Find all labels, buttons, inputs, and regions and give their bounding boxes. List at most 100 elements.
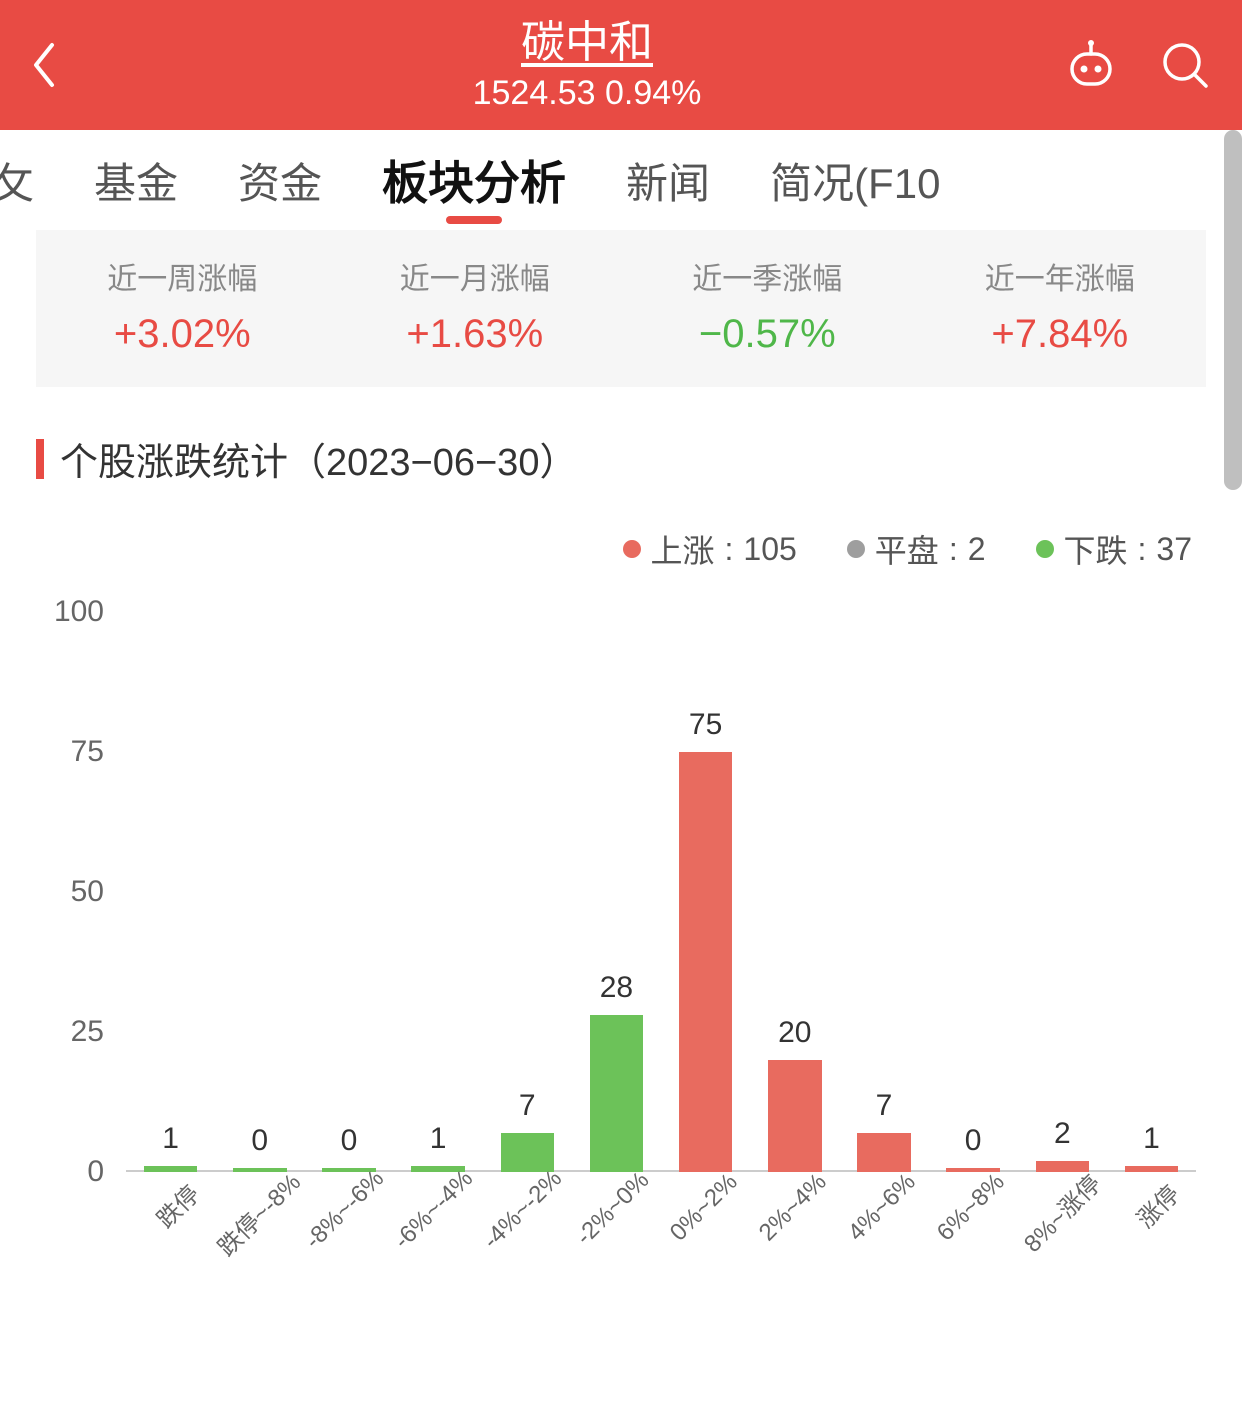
bar-value-label: 0 (251, 1124, 268, 1158)
stock-change: 0.94% (605, 74, 701, 112)
chart-y-axis: 0255075100 (36, 612, 116, 1172)
stat-year: 近一年涨幅 +7.84% (914, 254, 1207, 357)
x-tick-label: 涨停 (1128, 1176, 1187, 1235)
distribution-chart: 0 25 50 75 1 0 0 1 0 0 1 7 28 75 20 7 0 2 1 跌停跌停~-8%-8%~-… (36, 602, 1206, 1302)
x-tick-label: 4%~6% (843, 1168, 922, 1247)
bar-value-label: 1 (1143, 1122, 1160, 1156)
x-tick: 跌停~-8% (215, 1172, 304, 1302)
x-tick-label: -6%~-4% (389, 1165, 479, 1255)
stock-title: 碳中和 (521, 17, 653, 70)
legend-dot-up-icon (623, 540, 641, 558)
stock-subline: 1524.53 0.94% (473, 74, 702, 113)
bar-value-label: 0 (965, 1124, 982, 1158)
back-button[interactable] (30, 41, 110, 89)
x-tick: 8%~涨停 (1018, 1172, 1107, 1302)
bar-value-label: 7 (876, 1089, 893, 1123)
robot-icon[interactable] (1064, 38, 1118, 92)
x-tick: 6%~8% (929, 1172, 1018, 1302)
stat-label: 近一年涨幅 (914, 254, 1207, 298)
stat-week: 近一周涨幅 +3.02% (36, 254, 329, 357)
bar-value-label: 7 (519, 1089, 536, 1123)
bar-slot: 1 (394, 612, 483, 1172)
header-title-block[interactable]: 碳中和 1524.53 0.94% (110, 17, 1064, 113)
chart-plot-area: 1 0 0 1 7 28 75 20 7 0 2 1 (126, 612, 1196, 1172)
legend-dot-down-icon (1036, 540, 1054, 558)
x-tick-label: 2%~4% (754, 1168, 833, 1247)
bar-slot: 0 (215, 612, 304, 1172)
section-title-text: 个股涨跌统计（2023−06−30） (60, 431, 577, 486)
x-tick-label: 跌停 (147, 1176, 206, 1235)
tab-bar: 攵 基金 资金 板块分析 新闻 简况(F10 (0, 130, 1242, 230)
x-tick-label: 6%~8% (932, 1168, 1011, 1247)
bar-value-label: 1 (430, 1122, 447, 1156)
section-title: 个股涨跌统计（2023−06−30） (36, 431, 1206, 486)
legend-dot-flat-icon (847, 540, 865, 558)
stat-label: 近一季涨幅 (621, 254, 914, 298)
bar-value-label: 20 (778, 1016, 811, 1050)
stat-value: −0.57% (621, 312, 914, 357)
legend-value: 105 (743, 531, 796, 568)
legend-up: 上涨: 105 (623, 526, 797, 572)
y-tick: 50 (71, 875, 104, 909)
bar-value-label: 0 (341, 1124, 358, 1158)
scrollbar[interactable] (1224, 130, 1242, 490)
legend-value: 2 (968, 531, 986, 568)
header-actions (1064, 38, 1212, 92)
x-tick-label: -4%~-2% (478, 1165, 568, 1255)
tab-capital[interactable]: 资金 (208, 130, 352, 230)
bar-value-label: 75 (689, 708, 722, 742)
x-tick: 涨停 (1107, 1172, 1196, 1302)
stock-price: 1524.53 (473, 74, 596, 112)
bar-slot: 20 (750, 612, 839, 1172)
y-tick: 100 (54, 595, 104, 629)
chart-legend: 上涨: 105 平盘: 2 下跌: 37 (0, 486, 1242, 582)
x-tick: -8%~-6% (304, 1172, 393, 1302)
chart-x-axis: 跌停跌停~-8%-8%~-6%-6%~-4%-4%~-2%-2%~0%0%~2%… (126, 1172, 1196, 1302)
chart-bars: 1 0 0 1 7 28 75 20 7 0 2 1 (126, 612, 1196, 1172)
bar-slot: 1 (1107, 612, 1196, 1172)
app-header: 碳中和 1524.53 0.94% (0, 0, 1242, 130)
legend-value: 37 (1156, 531, 1192, 568)
tab-news[interactable]: 新闻 (596, 130, 740, 230)
stat-label: 近一周涨幅 (36, 254, 329, 298)
scrollbar-thumb[interactable] (1224, 130, 1242, 490)
legend-down: 下跌: 37 (1036, 526, 1193, 572)
x-tick: 0%~2% (661, 1172, 750, 1302)
stat-value: +3.02% (36, 312, 329, 357)
x-tick: -4%~-2% (483, 1172, 572, 1302)
bar (857, 1133, 911, 1172)
x-tick: 跌停 (126, 1172, 215, 1302)
bar-slot: 75 (661, 612, 750, 1172)
bar-slot: 28 (572, 612, 661, 1172)
stat-value: +1.63% (329, 312, 622, 357)
x-tick: 2%~4% (750, 1172, 839, 1302)
chevron-left-icon (30, 41, 58, 89)
x-tick: -6%~-4% (394, 1172, 483, 1302)
x-tick: -2%~0% (572, 1172, 661, 1302)
tab-profile[interactable]: 简况(F10 (740, 130, 970, 230)
bar-slot: 0 (929, 612, 1018, 1172)
y-tick: 75 (71, 735, 104, 769)
x-tick: 4%~6% (839, 1172, 928, 1302)
bar-slot: 7 (839, 612, 928, 1172)
bar-slot: 2 (1018, 612, 1107, 1172)
y-tick: 25 (71, 1015, 104, 1049)
legend-flat: 平盘: 2 (847, 526, 986, 572)
stat-value: +7.84% (914, 312, 1207, 357)
bar-slot: 7 (483, 612, 572, 1172)
bar-value-label: 2 (1054, 1117, 1071, 1151)
legend-label: 下跌 (1064, 526, 1128, 572)
stat-label: 近一月涨幅 (329, 254, 622, 298)
bar (768, 1060, 822, 1172)
tab-sector-analysis[interactable]: 板块分析 (352, 130, 596, 230)
tab-partial-left[interactable]: 攵 (0, 130, 64, 230)
x-tick-label: -2%~0% (571, 1167, 655, 1251)
tab-fund[interactable]: 基金 (64, 130, 208, 230)
legend-label: 平盘 (875, 526, 939, 572)
bar (679, 752, 733, 1172)
search-icon[interactable] (1158, 38, 1212, 92)
bar-slot: 0 (304, 612, 393, 1172)
bar-slot: 1 (126, 612, 215, 1172)
x-tick-label: 跌停~-8% (208, 1164, 307, 1263)
stat-month: 近一月涨幅 +1.63% (329, 254, 622, 357)
